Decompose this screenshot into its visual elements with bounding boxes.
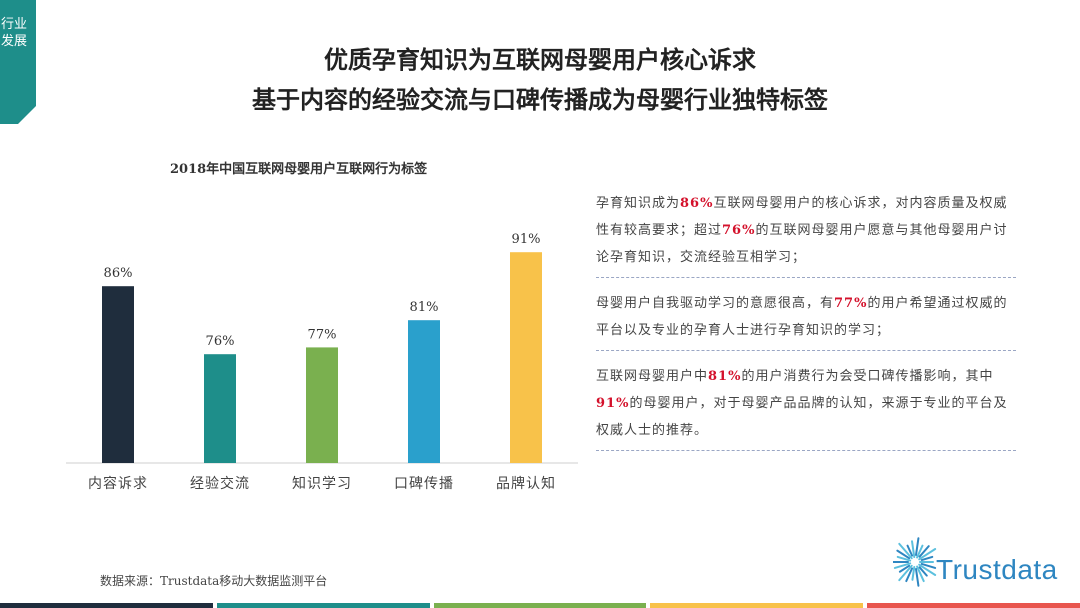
bar-value-label: 76% xyxy=(206,334,235,349)
bar-5 xyxy=(510,252,542,463)
category-label: 品牌认知 xyxy=(496,475,556,492)
paragraph-text: 互联网母婴用户的核心诉求，对内容质量及权威性有较高要求；超过 xyxy=(596,196,1008,238)
paragraph-text: 母婴用户自我驱动学习的意愿很高，有 xyxy=(596,296,835,311)
paragraph-text: 的用户消费行为会受口碑传播影响，其中 xyxy=(741,369,994,384)
category-label: 口碑传播 xyxy=(394,476,454,492)
dashed-separator xyxy=(596,350,1016,351)
bottom-color-bar xyxy=(0,603,1080,608)
bottom-bar-segment xyxy=(867,603,1080,608)
highlight-percent: 86% xyxy=(680,196,714,211)
insight-paragraph-2: 母婴用户自我驱动学习的意愿很高，有77%的用户希望通过权威的平台以及专业的孕育人… xyxy=(596,290,1016,344)
highlight-percent: 76% xyxy=(722,223,756,238)
section-tag-shape xyxy=(0,0,36,124)
chart-title: 2018年中国互联网母婴用户互联网行为标签 xyxy=(170,162,428,177)
page-title-line-1: 优质孕育知识为互联网母婴用户核心诉求 xyxy=(324,45,756,74)
trustdata-logo: Trustdata xyxy=(890,536,1073,592)
bar-1 xyxy=(102,286,134,463)
paragraph-text: 互联网母婴用户中 xyxy=(596,369,709,384)
bar-chart: 86% 内容诉求 76% 经验交流 77% 知识学习 81% 口碑传播 91% 品牌认知 xyxy=(66,232,578,492)
section-tag-label: 行业发展 xyxy=(0,17,27,49)
insight-paragraph-1: 孕育知识成为86%互联网母婴用户的核心诉求，对内容质量及权威性有较高要求；超过7… xyxy=(596,190,1016,271)
paragraph-text: 孕育知识成为 xyxy=(596,196,681,211)
highlight-percent: 77% xyxy=(834,296,868,311)
section-tag: 行业发展 xyxy=(0,0,36,124)
sunburst-logo-icon xyxy=(890,537,937,587)
dashed-separator xyxy=(596,450,1016,451)
bar-value-label: 86% xyxy=(104,266,133,281)
bar-value-label: 77% xyxy=(308,327,337,342)
bar-3 xyxy=(306,347,338,463)
bottom-bar-segment xyxy=(433,603,647,608)
data-source: 数据来源：Trustdata移动大数据监测平台 xyxy=(100,574,328,588)
bottom-bar-segment xyxy=(0,603,213,608)
highlight-percent: 81% xyxy=(708,369,742,384)
bottom-bar-segment xyxy=(650,603,864,608)
insight-paragraph-3: 互联网母婴用户中81%的用户消费行为会受口碑传播影响，其中 91%的母婴用户，对于… xyxy=(596,363,1016,444)
bar-value-label: 91% xyxy=(512,232,541,247)
bar-value-label: 81% xyxy=(410,300,439,315)
bottom-bar-segment xyxy=(216,603,430,608)
category-label: 经验交流 xyxy=(190,475,250,492)
highlight-percent: 91% xyxy=(596,396,630,411)
page-title-line-2: 基于内容的经验交流与口碑传播成为母婴行业独特标签 xyxy=(252,85,828,114)
paragraph-text: 的母婴用户，对于母婴产品品牌的认知，来源于专业的平台及权威人士的推荐。 xyxy=(596,396,1008,438)
category-label: 内容诉求 xyxy=(88,475,148,492)
insight-panel: 孕育知识成为86%互联网母婴用户的核心诉求，对内容质量及权威性有较高要求；超过7… xyxy=(596,190,1016,463)
category-label: 知识学习 xyxy=(292,475,352,492)
paragraph-text: 的用户希望通过权威的平台以及专业的孕育人士进行孕育知识的学习； xyxy=(596,296,1008,338)
bar-2 xyxy=(204,354,236,463)
bar-4 xyxy=(408,320,440,463)
logo-text: Trustdata xyxy=(936,554,1058,585)
dashed-separator xyxy=(596,277,1016,278)
paragraph-text: 的互联网母婴用户愿意与其他母婴用户讨论孕育知识，交流经验互相学习； xyxy=(596,223,1008,265)
